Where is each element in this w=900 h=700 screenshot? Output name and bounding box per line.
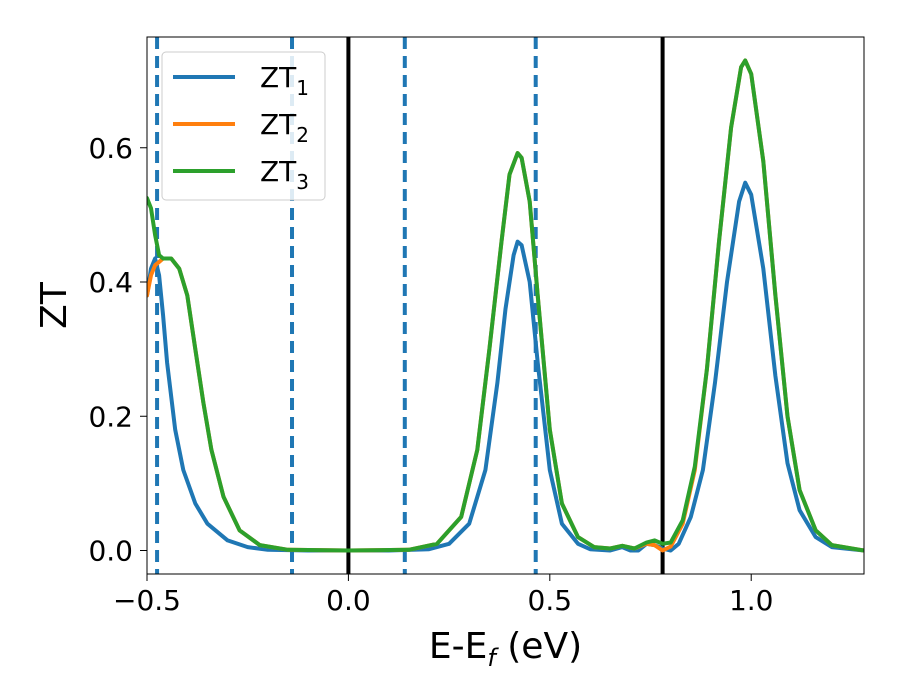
series-line-zt3	[147, 58, 864, 553]
series-layer	[147, 58, 864, 553]
vertical-marker-lines	[155, 37, 665, 574]
legend-box	[161, 51, 326, 201]
x-axis-title: E-Ef (eV)	[429, 626, 582, 672]
y-tick-label: 0.0	[88, 535, 133, 568]
legend-label-zt3: ZT3	[260, 155, 309, 194]
legend-label-zt1: ZT1	[260, 61, 309, 100]
x-axis-title-unit: (eV)	[496, 626, 582, 667]
x-tick-label: −0.5	[113, 584, 181, 617]
x-tick-label: 0.0	[326, 584, 371, 617]
legend-label-zt2: ZT2	[260, 108, 309, 147]
y-tick-label: 0.2	[88, 400, 133, 433]
x-tick-label: 0.5	[528, 584, 573, 617]
axis-ticks: −0.5 0.0 0.5 1.0 0.0 0.2 0.4 0.6	[88, 132, 773, 617]
x-tick-label: 1.0	[729, 584, 774, 617]
y-tick-label: 0.4	[88, 266, 133, 299]
series-line-zt1	[147, 180, 864, 553]
plot-area	[147, 58, 864, 553]
plot-frame	[146, 36, 865, 575]
y-axis-title: ZT	[34, 281, 75, 329]
legend: ZT1 ZT2 ZT3	[161, 51, 326, 201]
x-axis-title-main: E-E	[429, 626, 487, 667]
y-tick-label: 0.6	[88, 132, 133, 165]
